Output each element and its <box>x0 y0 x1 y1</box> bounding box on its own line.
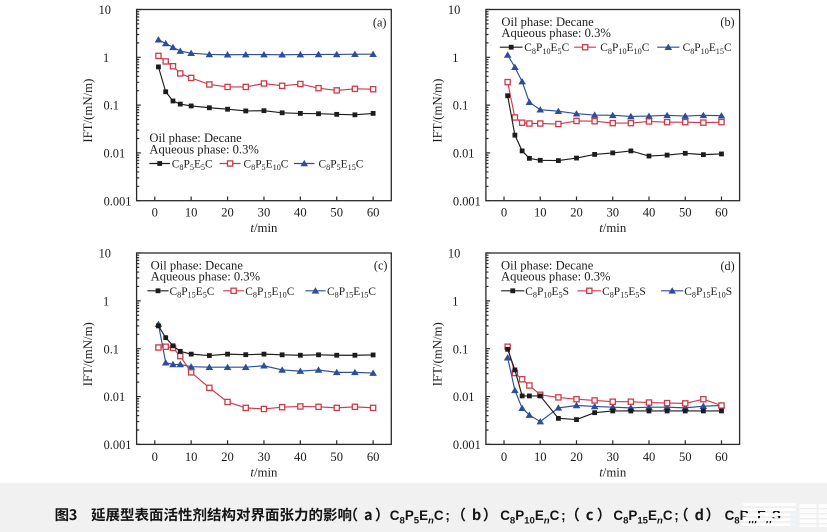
svg-text:50: 50 <box>679 205 692 219</box>
svg-text:C8​P10​E15​C: C8​P10​E15​C <box>683 42 732 56</box>
svg-text:0.01: 0.01 <box>453 390 475 404</box>
svg-text:C8​P5​E10​C: C8​P5​E10​C <box>244 159 289 173</box>
svg-text:60: 60 <box>367 450 380 464</box>
svg-text:60: 60 <box>715 450 728 464</box>
svg-text:0.001: 0.001 <box>453 194 481 208</box>
svg-text:C8​P5​E15​C: C8​P5​E15​C <box>319 159 364 173</box>
svg-text:30: 30 <box>606 205 619 219</box>
svg-text:t/min: t/min <box>250 466 278 480</box>
svg-text:C8​P15​E5​S: C8​P15​E5​S <box>602 286 646 300</box>
svg-text:C8​P10​En​C;: C8​P10​En​C; <box>500 508 565 526</box>
svg-text:Oil phase: Decane: Oil phase: Decane <box>501 259 594 273</box>
svg-text:Aqueous phase: 0.3%: Aqueous phase: 0.3% <box>149 142 259 156</box>
svg-text:40: 40 <box>294 450 307 464</box>
svg-text:20: 20 <box>570 450 583 464</box>
svg-text:10: 10 <box>448 247 460 261</box>
svg-text:0.1: 0.1 <box>453 99 469 113</box>
svg-text:0: 0 <box>152 450 158 464</box>
svg-text:50: 50 <box>679 450 692 464</box>
svg-text:Aqueous phase: 0.3%: Aqueous phase: 0.3% <box>501 26 611 40</box>
svg-text:(a): (a) <box>373 15 387 29</box>
svg-text:IFT/(mN/m): IFT/(mN/m) <box>81 322 95 386</box>
svg-text:0.001: 0.001 <box>453 438 481 452</box>
svg-text:30: 30 <box>258 450 271 464</box>
svg-text:C8​P15​E5​C: C8​P15​E5​C <box>170 286 215 300</box>
svg-text:50: 50 <box>330 450 343 464</box>
svg-text:20: 20 <box>570 205 583 219</box>
svg-text:t/min: t/min <box>599 466 627 480</box>
svg-text:IFT/(mN/m): IFT/(mN/m) <box>81 79 95 143</box>
svg-text:10: 10 <box>534 450 547 464</box>
svg-text:1: 1 <box>452 294 458 308</box>
svg-text:0: 0 <box>501 205 507 219</box>
svg-text:C8​P10​E5​S: C8​P10​E5​S <box>525 286 569 300</box>
svg-text:(c): (c) <box>374 258 388 272</box>
svg-text:0.1: 0.1 <box>104 342 120 356</box>
svg-text:0.001: 0.001 <box>104 194 132 208</box>
svg-text:C8​P15​En​C;: C8​P15​En​C; <box>613 508 678 526</box>
svg-text:Oil phase: Decane: Oil phase: Decane <box>149 131 242 145</box>
svg-text:30: 30 <box>258 205 271 219</box>
svg-text:C8​P10​E10​C: C8​P10​E10​C <box>600 42 649 56</box>
svg-text:Oil phase: Decane: Oil phase: Decane <box>151 259 244 273</box>
svg-text:(b): (b) <box>720 15 734 29</box>
svg-text:C8​P15​E10​C: C8​P15​E10​C <box>245 286 294 300</box>
svg-text:C8​P5​En​C;: C8​P5​En​C; <box>390 508 450 526</box>
svg-text:1: 1 <box>103 294 109 308</box>
svg-text:0.01: 0.01 <box>104 390 126 404</box>
svg-text:0.01: 0.01 <box>453 147 475 161</box>
svg-text:C8​P15​E15​C: C8​P15​E15​C <box>327 286 376 300</box>
svg-text:C8​P15​E10​S: C8​P15​E10​S <box>684 286 732 300</box>
svg-text:C8​P10​E5​C: C8​P10​E5​C <box>524 42 569 56</box>
svg-text:1: 1 <box>452 51 458 65</box>
svg-text:60: 60 <box>715 205 728 219</box>
svg-text:0.01: 0.01 <box>104 147 126 161</box>
svg-text:10: 10 <box>99 3 111 17</box>
svg-text:10: 10 <box>185 205 198 219</box>
svg-text:10: 10 <box>99 247 111 261</box>
svg-text:10: 10 <box>534 205 547 219</box>
svg-text:10: 10 <box>448 3 460 17</box>
svg-text:40: 40 <box>294 205 307 219</box>
svg-text:50: 50 <box>330 205 343 219</box>
svg-text:C8​P5​E5​C: C8​P5​E5​C <box>172 159 213 173</box>
svg-text:IFT/(mN/m): IFT/(mN/m) <box>430 322 444 386</box>
svg-text:0: 0 <box>152 205 158 219</box>
svg-text:Aqueous phase: 0.3%: Aqueous phase: 0.3% <box>151 270 261 284</box>
svg-text:t/min: t/min <box>599 221 627 235</box>
svg-text:0.1: 0.1 <box>453 342 469 356</box>
svg-text:40: 40 <box>643 205 656 219</box>
svg-text:40: 40 <box>643 450 656 464</box>
svg-text:0.001: 0.001 <box>104 438 132 452</box>
svg-text:20: 20 <box>221 450 234 464</box>
svg-text:t/min: t/min <box>250 221 278 235</box>
svg-text:Aqueous phase: 0.3%: Aqueous phase: 0.3% <box>501 270 611 284</box>
svg-text:0.1: 0.1 <box>104 99 120 113</box>
svg-text:10: 10 <box>185 450 198 464</box>
svg-text:30: 30 <box>606 450 619 464</box>
svg-text:IFT/(mN/m): IFT/(mN/m) <box>430 79 444 143</box>
svg-text:0: 0 <box>501 450 507 464</box>
svg-text:60: 60 <box>367 205 380 219</box>
svg-text:Oil phase: Decane: Oil phase: Decane <box>501 15 594 29</box>
svg-text:20: 20 <box>221 205 234 219</box>
svg-text:1: 1 <box>103 51 109 65</box>
svg-text:(d): (d) <box>720 259 734 273</box>
